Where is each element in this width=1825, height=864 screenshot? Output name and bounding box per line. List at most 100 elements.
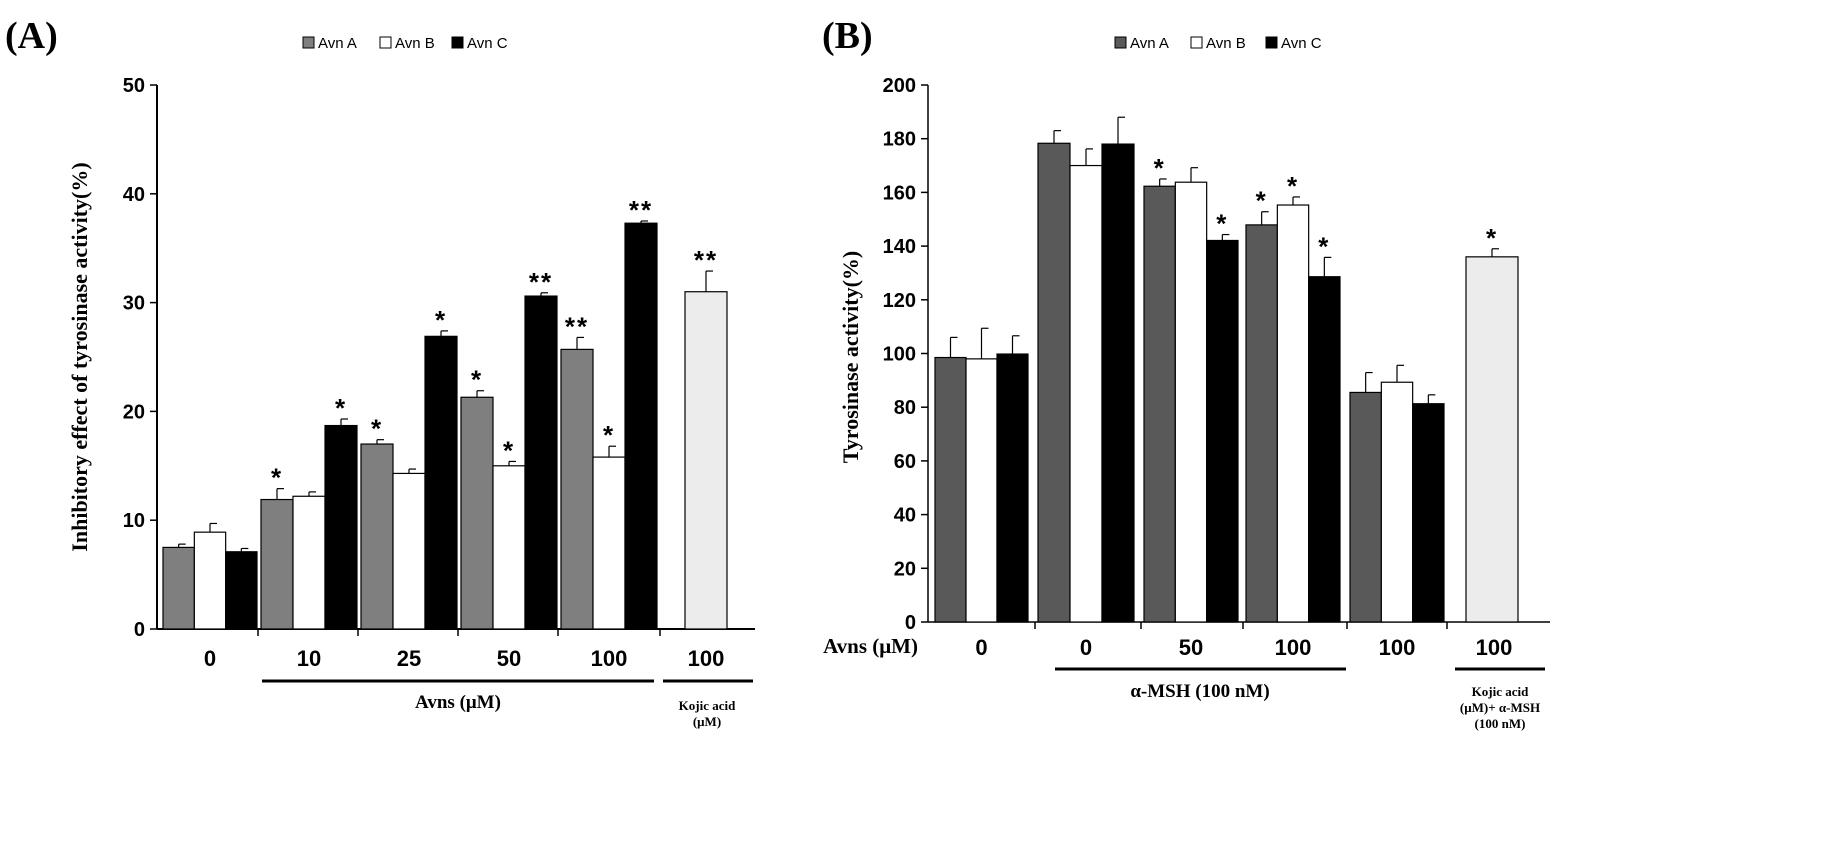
panel-b-significance-mark: *: [1216, 209, 1228, 239]
panel-a-y-tick-label: 50: [123, 75, 145, 97]
panel-a-significance-mark: *: [371, 414, 383, 444]
panel-b-legend-label: Avn A: [1130, 35, 1169, 52]
panel-a-label: (A): [5, 15, 58, 57]
panel-b-bar-kojic-acid: [1465, 256, 1519, 623]
panel-b-y-tick-label: 60: [894, 451, 916, 473]
panel-b-bar-avn-c: [1308, 276, 1341, 623]
panel-a-y-axis-title: Inhibitory effect of tyrosinase activity…: [67, 162, 92, 551]
panel-b-legend-swatch: [1190, 36, 1203, 49]
panel-a-category-label: 100: [688, 646, 725, 671]
panel-a-bar-avn-c: [225, 551, 258, 630]
panel-a-significance-mark: *: [471, 365, 483, 395]
panel-b-bar-avn-a: [1143, 185, 1176, 623]
panel-b-bar-avn-b: [965, 358, 998, 623]
panel-a-bar-avn-b: [592, 456, 626, 630]
panel-b-bar-avn-b: [1380, 381, 1414, 623]
panel-b-y-tick-label: 180: [883, 129, 916, 151]
panel-a-y-tick-label: 40: [123, 184, 145, 206]
panel-a-bar-avn-a: [162, 546, 195, 630]
panel-b-x-axis-prefix: Avns (μM): [823, 634, 918, 658]
panel-a-significance-mark: *: [603, 420, 615, 450]
panel-b-y-tick-label: 20: [894, 558, 916, 580]
panel-a-y-tick-label: 10: [123, 510, 145, 532]
panel-b-y-tick-label: 160: [883, 182, 916, 204]
panel-a-y-tick-label: 0: [134, 619, 145, 641]
panel-b-legend-label: Avn C: [1281, 35, 1322, 52]
panel-a-y-tick-label: 30: [123, 293, 145, 315]
panel-a-significance-mark: **: [529, 267, 553, 297]
panel-a-bar-avn-a: [260, 498, 294, 630]
panel-b-y-tick-label: 40: [894, 505, 916, 527]
panel-b-legend-swatch: [1265, 36, 1278, 49]
panel-b-significance-mark: *: [1486, 223, 1498, 253]
panel-b-bar-avn-c: [1101, 143, 1135, 623]
panel-a-bar-avn-c: [624, 222, 658, 630]
panel-a-category-label: 100: [591, 646, 628, 671]
panel-a-y-tick-label: 20: [123, 401, 145, 423]
panel-a-bar-avn-b: [492, 465, 526, 630]
panel-a-significance-mark: *: [335, 393, 347, 423]
panel-b-bar-avn-a: [1349, 391, 1382, 623]
panel-b-significance-mark: *: [1256, 186, 1268, 216]
panel-a-bar-avn-c: [324, 424, 358, 630]
panel-b-bar-avn-c: [1412, 403, 1445, 623]
panel-a-significance-mark: **: [694, 245, 718, 275]
panel-b-category-label: 50: [1179, 635, 1203, 660]
panel-b-category-label: 100: [1379, 635, 1416, 660]
panel-b-bar-avn-b: [1069, 164, 1103, 623]
panel-a-legend-label: Avn A: [318, 35, 357, 52]
panel-b-bar-avn-a: [934, 356, 967, 623]
panel-a-group-label: Kojic acid: [679, 698, 736, 713]
panel-a-bar-avn-b: [193, 531, 227, 630]
panel-b-bar-avn-a: [1245, 224, 1278, 623]
panel-b-category-label: 0: [975, 635, 987, 660]
panel-b-y-tick-label: 200: [883, 75, 916, 97]
panel-b-y-tick-label: 0: [905, 612, 916, 634]
panel-a-category-label: 25: [397, 646, 421, 671]
panel-b-label: (B): [822, 15, 873, 57]
panel-a-category-label: 10: [297, 646, 321, 671]
panel-a-bar-avn-c: [424, 335, 458, 630]
panel-a-bar-avn-a: [560, 348, 594, 630]
panel-b-group-label: α-MSH (100 nM): [1130, 681, 1269, 702]
panel-b-y-tick-label: 140: [883, 236, 916, 258]
panel-b-group-label: (100 nM): [1475, 716, 1526, 731]
panel-b-bar-avn-a: [1037, 142, 1071, 623]
panel-b-y-tick-label: 120: [883, 290, 916, 312]
panel-a-bar-kojic-acid: [684, 291, 728, 630]
panel-b-significance-mark: *: [1318, 231, 1330, 261]
panel-b-bar-avn-b: [1174, 181, 1208, 623]
panel-b-group-label: Kojic acid: [1472, 684, 1529, 699]
panel-b-y-tick-label: 80: [894, 397, 916, 419]
panel-a-bar-avn-c: [524, 295, 558, 630]
panel-a-significance-mark: *: [503, 435, 515, 465]
panel-a-legend-swatch: [379, 36, 392, 49]
panel-b-significance-mark: *: [1287, 171, 1299, 201]
panel-b-category-label: 0: [1080, 635, 1092, 660]
panel-b-bar-avn-b: [1276, 204, 1310, 623]
panel-b-significance-mark: *: [1154, 153, 1166, 183]
panel-a-bar-avn-b: [292, 495, 326, 630]
panel-b-bar-avn-c: [996, 353, 1029, 623]
panel-a-legend-swatch: [451, 36, 464, 49]
panel-b-legend-swatch: [1114, 36, 1127, 49]
panel-a-legend-swatch: [302, 36, 315, 49]
panel-a-significance-mark: *: [435, 305, 447, 335]
panel-a-group-label: (μM): [693, 714, 721, 729]
panel-a-bar-avn-a: [360, 443, 394, 630]
panel-b-y-axis-title: Tyrosinase activity(%): [838, 251, 863, 463]
panel-a-category-label: 50: [497, 646, 521, 671]
panel-a-significance-mark: **: [629, 195, 653, 225]
panel-a-bar-avn-a: [460, 396, 494, 630]
panel-a-category-label: 0: [204, 646, 216, 671]
panel-b-legend-label: Avn B: [1206, 35, 1246, 52]
panel-b-y-tick-label: 100: [883, 344, 916, 366]
panel-a-significance-mark: **: [565, 311, 589, 341]
panel-a-legend-label: Avn B: [395, 35, 435, 52]
panel-a-significance-mark: *: [271, 463, 283, 493]
panel-b-group-label: (μM)+ α-MSH: [1460, 700, 1540, 715]
panel-b-category-label: 100: [1275, 635, 1312, 660]
panel-b-bar-avn-c: [1206, 239, 1239, 623]
panel-a-group-label: Avns (μM): [415, 692, 501, 713]
